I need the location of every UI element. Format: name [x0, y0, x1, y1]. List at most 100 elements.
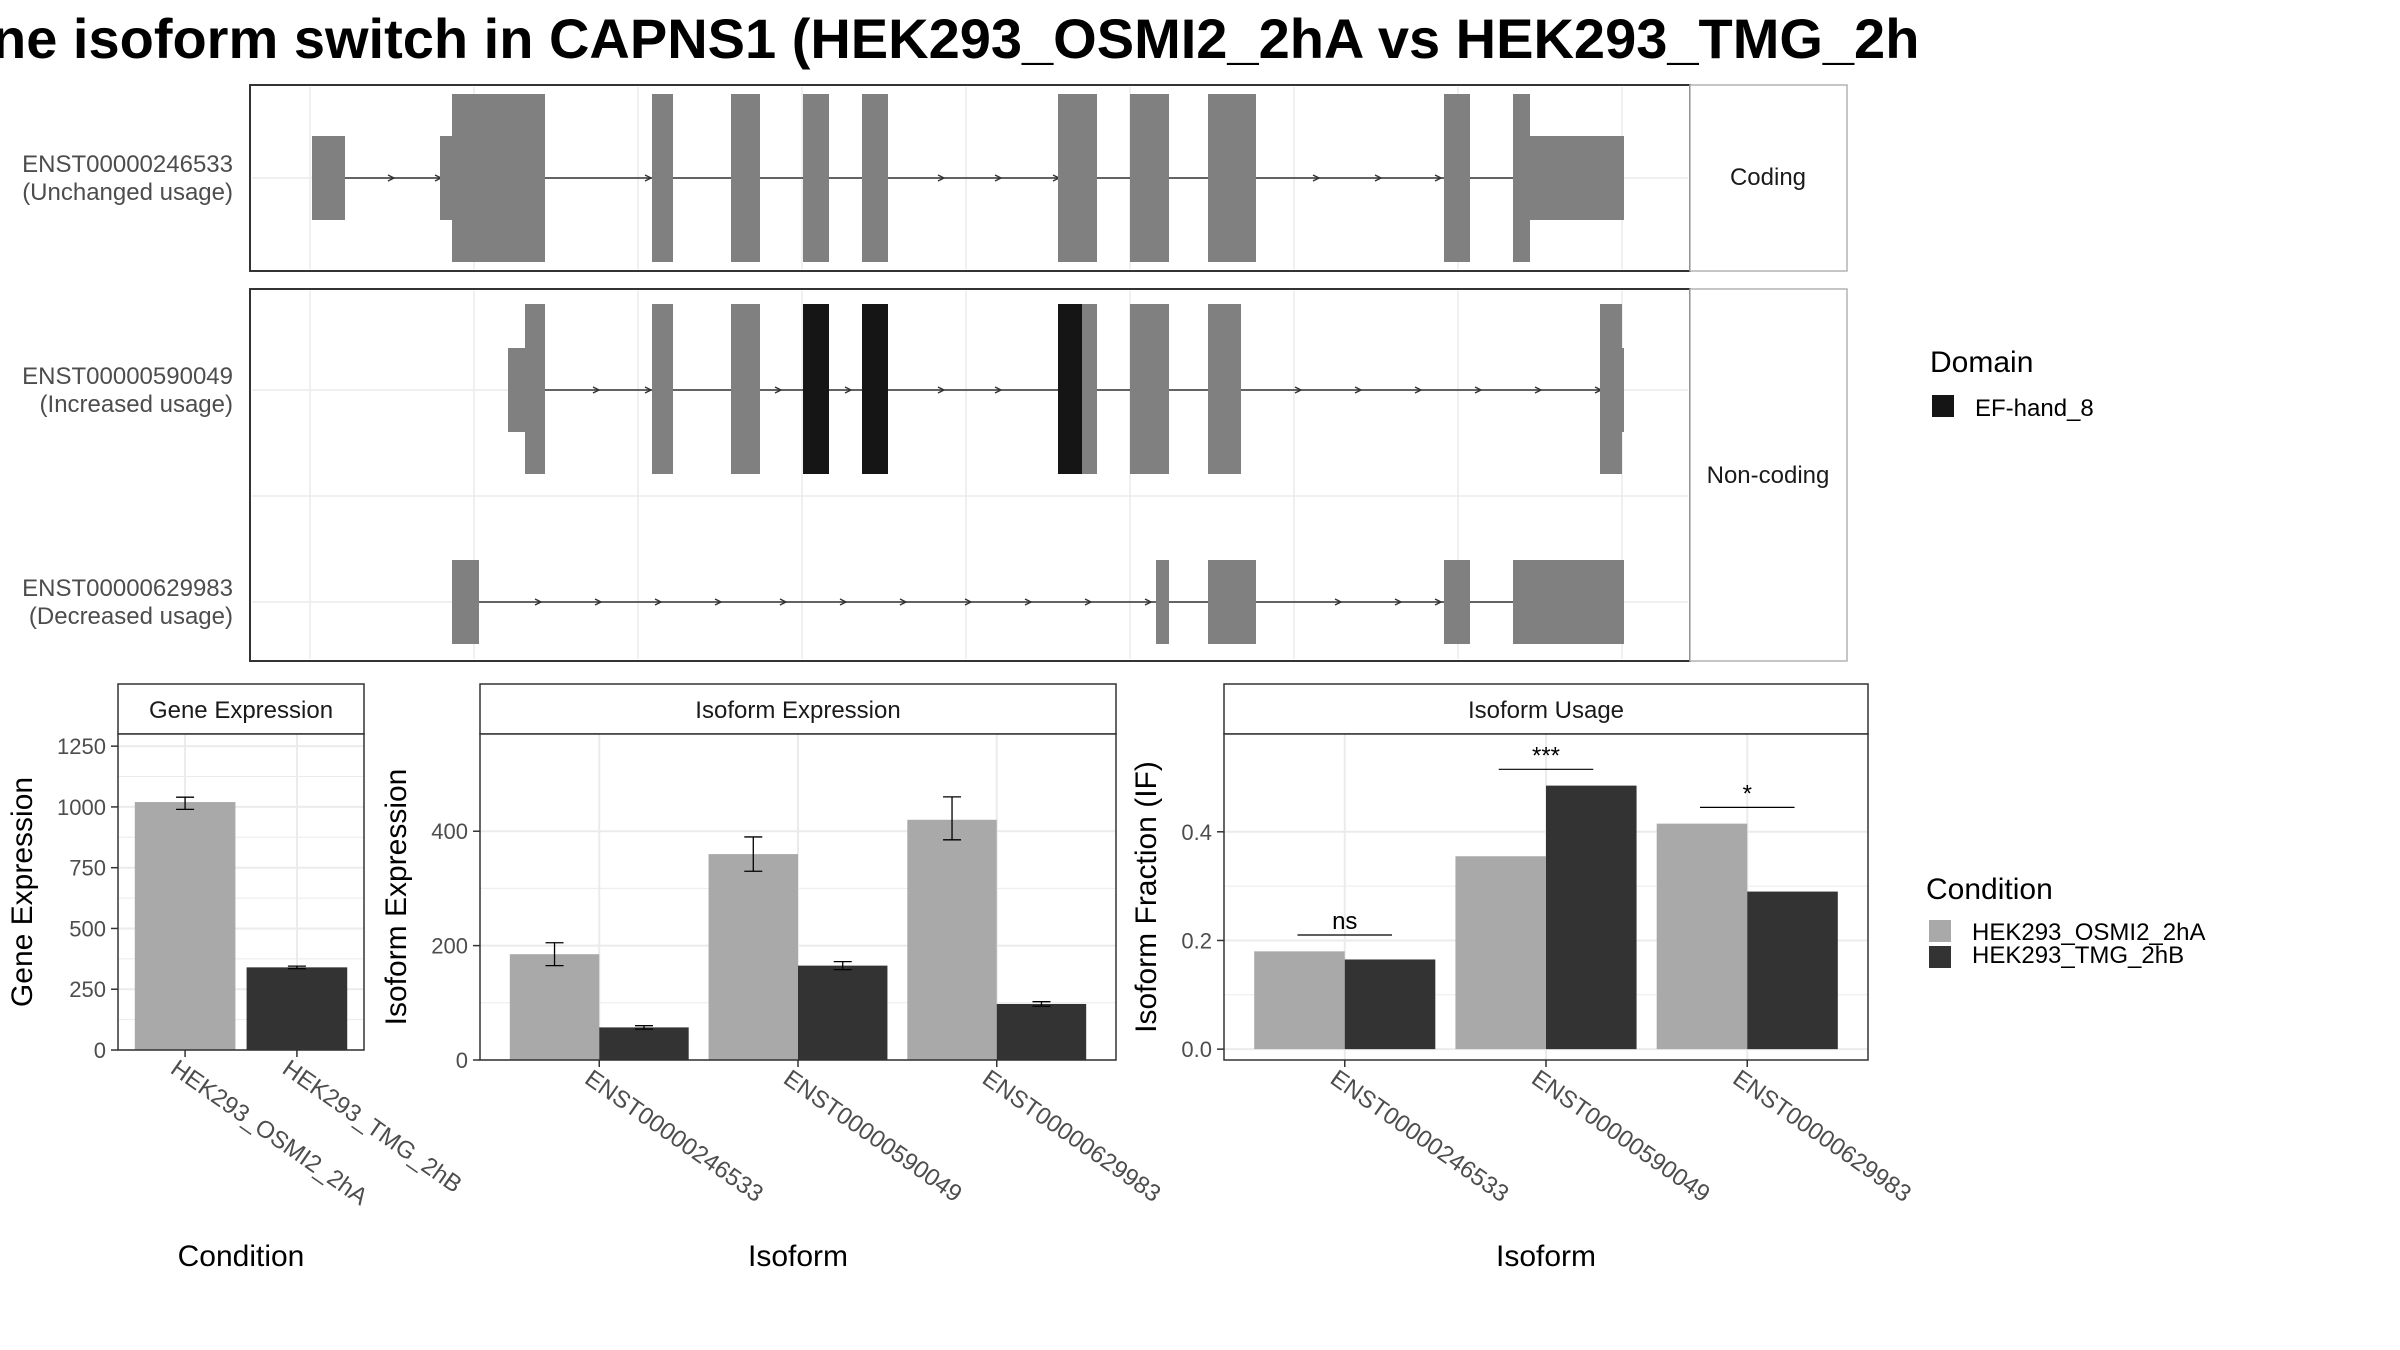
x-axis-ticks: ENST00000246533 ENST00000590049 ENST000006… [1325, 1060, 1916, 1208]
y-tick-label: 0 [456, 1048, 468, 1073]
x-axis-title: Isoform [748, 1240, 848, 1273]
exon-blocks [312, 94, 1624, 644]
noncoding-facet-strip [1689, 288, 1848, 662]
transcript-structure-panel: Coding Non-coding ENST00000246533 (Uncha… [22, 84, 1848, 662]
exon-block [862, 94, 888, 262]
bar-condition-b [246, 967, 348, 1050]
isoform-usage-chart: Isoform Usagens****0.00.20.4ENST00000246… [1130, 683, 1916, 1273]
y-tick-label: 0.4 [1181, 820, 1212, 845]
y-axis-title: Isoform Expression [380, 769, 413, 1026]
exon-block [1208, 560, 1256, 644]
exon-block [1444, 560, 1470, 644]
bar-condition-a [1254, 951, 1345, 1050]
condition-a-label: HEK293_OSMI2_2hA [1972, 919, 2205, 946]
x-axis-ticks: ENST00000246533 ENST00000590049 ENST000006… [580, 1060, 1166, 1208]
exon-block [1208, 304, 1241, 474]
exon-block [731, 304, 760, 474]
bar-condition-a [509, 954, 600, 1060]
strand-arrow-icon [1374, 174, 1383, 182]
exon-block [1618, 348, 1624, 432]
bar-condition-a [907, 819, 997, 1060]
exon-block [452, 560, 479, 644]
x-tick-label: HEK293_OSMI2_2hA [166, 1055, 373, 1211]
error-bar [744, 836, 763, 872]
y-tick-label: 0 [94, 1038, 106, 1063]
exon-block [1526, 136, 1624, 220]
domain-legend-title: Domain [1930, 346, 2033, 379]
exon-block [731, 94, 760, 262]
strand-arrow-icon [714, 598, 723, 606]
strand-arrow-icon [1474, 386, 1483, 394]
domain-legend: Domain EF-hand_8 [1930, 346, 2094, 422]
error-bar [545, 942, 564, 967]
condition-b-swatch [1929, 946, 1951, 968]
strand-arrow-icon [839, 598, 848, 606]
chart-strip [1223, 683, 1869, 735]
error-bar [943, 796, 962, 841]
x-tick-label: ENST00000246533 [580, 1065, 768, 1208]
x-axis-title: Condition [178, 1240, 305, 1273]
x-tick-label: HEK293_TMG_2hB [277, 1055, 466, 1199]
chart-title: Isoform Expression [695, 697, 900, 724]
transcript-3-usage: (Decreased usage) [29, 603, 233, 630]
transcript-3-id: ENST00000629983 [22, 575, 233, 602]
bar-condition-a [1455, 856, 1546, 1050]
strand-arrow-icon [1334, 598, 1343, 606]
chart-error-bars [176, 796, 306, 970]
ef-hand-domain-exon [862, 304, 888, 474]
domain-legend-item-label: EF-hand_8 [1975, 395, 2094, 422]
chart-frame [117, 733, 365, 1051]
bar-condition-b [1546, 785, 1637, 1050]
exon-block [1058, 94, 1097, 262]
exon-block [440, 136, 455, 220]
significance-label: ns [1332, 908, 1357, 935]
strand-arrow-icon [594, 598, 603, 606]
exon-block [1513, 560, 1624, 644]
strand-arrow-icon [534, 598, 543, 606]
y-tick-label: 500 [69, 916, 106, 941]
strand-arrow-icon [1084, 598, 1093, 606]
noncoding-facet-label: Non-coding [1707, 462, 1830, 489]
strand-arrow-icon [964, 598, 973, 606]
exon-block [1156, 560, 1169, 644]
coding-facet-label: Coding [1730, 164, 1806, 191]
strand-arrow-icon [1024, 598, 1033, 606]
chart-error-bars [545, 796, 1051, 1030]
strand-arrow-icon [1294, 386, 1303, 394]
condition-legend: Condition HEK293_OSMI2_2hA HEK293_TMG_2h… [1926, 873, 2205, 969]
error-bar [1032, 1001, 1051, 1007]
error-bar [634, 1025, 653, 1030]
exon-block [1513, 94, 1530, 262]
isoform-expression-chart: Isoform Expression 0 200 400 ENST00000246533… [380, 683, 1166, 1273]
significance-annotations: ns**** [1297, 742, 1795, 936]
error-bar [833, 960, 852, 971]
bar-condition-a [1656, 823, 1748, 1050]
chart-bars [134, 802, 348, 1050]
transcript-1-id: ENST00000246533 [22, 151, 233, 178]
y-axis-title: Isoform Fraction (IF) [1130, 761, 1163, 1033]
bar-condition-b [599, 1027, 689, 1060]
condition-b-label: HEK293_TMG_2hB [1972, 942, 2184, 969]
strand-arrow-icon [1354, 386, 1363, 394]
strand-arrow-icon [844, 386, 853, 394]
strand-arrow-icon [654, 598, 663, 606]
exon-block [652, 94, 673, 262]
strand-arrow-icon [644, 174, 653, 182]
exon-block [1600, 304, 1622, 474]
error-bar [287, 965, 306, 970]
strand-arrow-icon [937, 174, 946, 182]
transcript-2-id: ENST00000590049 [22, 363, 233, 390]
exon-block [1130, 94, 1169, 262]
strand-arrow-icon [1534, 386, 1543, 394]
bar-condition-b [1344, 959, 1436, 1050]
y-tick-label: 200 [431, 934, 468, 959]
exon-block [452, 94, 545, 262]
strand-arrow-icon [779, 598, 788, 606]
x-tick-label: ENST00000629983 [977, 1065, 1165, 1208]
chart-title: Gene Expression [149, 697, 333, 724]
strand-arrow-icon [1434, 174, 1443, 182]
exon-block [1082, 304, 1097, 474]
y-tick-label: 0.0 [1181, 1037, 1212, 1062]
